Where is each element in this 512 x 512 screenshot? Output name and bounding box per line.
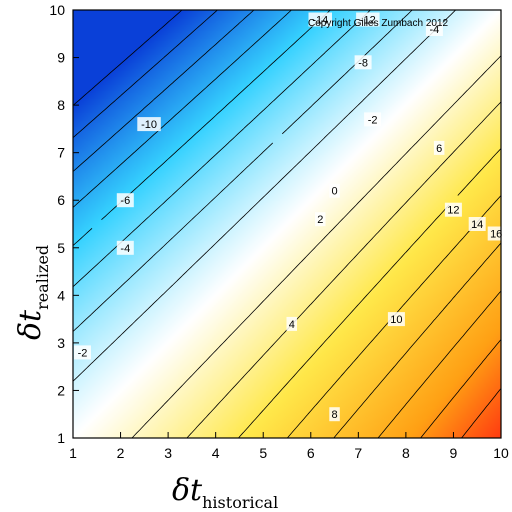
y-axis-label-symbol: δt [13,309,48,340]
x-tick-label: 5 [259,445,267,461]
contour-label-bg [116,240,134,255]
x-axis-ticks: 1 2 3 4 5 6 7 8 9 10 [69,432,509,461]
y-tick-label: 10 [49,2,65,18]
contour-line [131,55,501,438]
contour-label-bg [354,55,372,70]
contour-line [420,339,501,438]
contour-label: -12 [360,15,376,27]
y-tick-label: 1 [57,430,65,446]
y-tick-label: 4 [57,287,65,303]
y-tick-label: 6 [57,192,65,208]
y-tick-label: 3 [57,335,65,351]
contour-label: -10 [141,119,157,131]
contour-label-bg [116,193,134,208]
contour-label-bg [329,407,340,422]
x-axis-label: δthistorical [172,473,278,512]
x-tick-label: 1 [69,445,77,461]
contour-line [461,388,501,438]
contour-label: 16 [490,229,502,241]
x-tick-label: 9 [450,445,458,461]
contour-label-bg [387,312,405,327]
y-tick-label: 9 [57,50,65,66]
contour-line [377,290,501,438]
contour-label: -2 [78,347,88,359]
contour-label: 8 [332,409,338,421]
contour-label-bg [137,117,161,132]
contour-label: -8 [358,57,368,69]
contour-label: -14 [312,15,328,27]
x-axis-label-subscript: historical [202,493,278,512]
x-axis-label-symbol: δt [172,473,203,508]
contour-line [73,10,292,208]
contour-label-bg [364,112,382,127]
contour-label: 4 [289,319,295,331]
contour-label: -4 [430,24,440,36]
contour-label: 0 [332,186,338,198]
contour-label: -2 [368,114,378,126]
contour-line [73,10,331,246]
y-tick-label: 5 [57,240,65,256]
y-tick-label: 2 [57,382,65,398]
x-tick-label: 10 [493,445,509,461]
contour-label: 10 [390,314,402,326]
contour-label: 12 [447,205,459,217]
contour-line [73,10,218,138]
x-tick-label: 3 [164,445,172,461]
contour-label: -6 [120,195,130,207]
y-axis-label-subscript: realized [33,245,52,310]
contour-lines [73,10,501,438]
contour-label: 2 [317,214,323,226]
contour-label-bg [468,217,486,231]
x-tick-label: 7 [354,445,362,461]
y-axis-label: δtrealized [13,245,52,340]
contour-label: 6 [436,143,442,155]
contour-label-bg [444,202,462,217]
contour-label-bg [425,22,443,36]
y-axis-ticks: 1 2 3 4 5 6 7 8 9 10 [49,2,79,446]
contour-label-bg [329,183,340,198]
contour-label-bg [433,140,445,155]
x-tick-label: 8 [402,445,410,461]
copyright-text: Copyright Gilles Zumbach 2012 [308,18,449,29]
x-tick-label: 6 [307,445,315,461]
contour-label-bg [315,212,326,227]
contour-label-bg [286,316,297,331]
contour-label-bg [74,345,91,360]
contour-line [73,10,255,172]
y-tick-label: 7 [57,145,65,161]
plot-frame [72,9,502,439]
contour-label: -4 [120,243,130,255]
x-tick-label: 2 [117,445,125,461]
x-tick-label: 4 [212,445,220,461]
heatmap-image [73,10,501,438]
contour-label: 14 [471,219,483,231]
contour-label-bg [308,12,332,27]
contour-line [73,10,413,332]
contour-label-bg [356,12,380,27]
y-tick-label: 8 [57,97,65,113]
